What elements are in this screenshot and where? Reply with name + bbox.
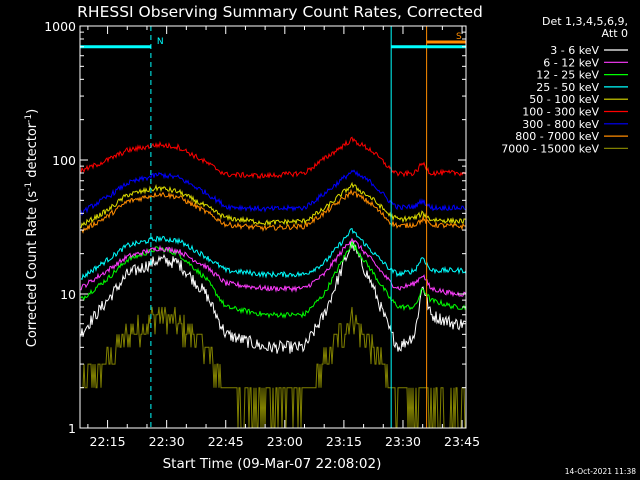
- y-tick-label: 1000: [44, 19, 76, 34]
- annotation-label: N: [157, 37, 164, 47]
- series-line: [80, 241, 467, 319]
- legend-label: 800 - 7000 keV: [515, 130, 599, 143]
- x-tick-label: 23:00: [267, 434, 303, 449]
- legend-label: 100 - 300 keV: [522, 106, 599, 119]
- y-tick-label: 100: [52, 153, 76, 168]
- legend-label: 300 - 800 keV: [522, 118, 599, 131]
- series-line: [80, 169, 467, 217]
- svg-text:Corrected Count Rate (s-1 dete: Corrected Count Rate (s-1 detector-1): [24, 109, 40, 347]
- chart-title: RHESSI Observing Summary Count Rates, Co…: [77, 3, 483, 21]
- x-tick-label: 22:30: [149, 434, 185, 449]
- series-line: [80, 188, 467, 234]
- y-tick-label: 1: [68, 421, 76, 436]
- series-line: [81, 306, 466, 429]
- x-tick-label: 22:15: [90, 434, 126, 449]
- annotation-label: S: [456, 32, 462, 42]
- legend-header-1: Det 1,3,4,5,6,9,: [542, 15, 628, 28]
- legend-label: 6 - 12 keV: [543, 56, 599, 69]
- series-line: [80, 136, 466, 180]
- plot-frame: [79, 25, 467, 429]
- legend-label: 3 - 6 keV: [550, 44, 599, 57]
- legend-header-2: Att 0: [602, 27, 628, 40]
- y-axis-label: Corrected Count Rate (s-1 detector-1): [24, 109, 40, 347]
- legend-label: 7000 - 15000 keV: [501, 142, 599, 155]
- legend-label: 50 - 100 keV: [529, 93, 599, 106]
- x-tick-label: 23:15: [326, 434, 362, 449]
- x-axis-label: Start Time (09-Mar-07 22:08:02): [163, 456, 382, 472]
- series-line: [80, 228, 467, 281]
- datestamp: 14-Oct-2021 11:38: [565, 467, 636, 476]
- x-tick-label: 23:45: [444, 434, 480, 449]
- x-tick-label: 23:30: [385, 434, 421, 449]
- series-line: [80, 240, 467, 354]
- series-line: [80, 237, 467, 298]
- legend-label: 25 - 50 keV: [536, 81, 599, 94]
- legend-label: 12 - 25 keV: [536, 69, 599, 82]
- series-line: [80, 181, 467, 229]
- y-tick-label: 10: [60, 287, 76, 302]
- x-tick-label: 22:45: [208, 434, 244, 449]
